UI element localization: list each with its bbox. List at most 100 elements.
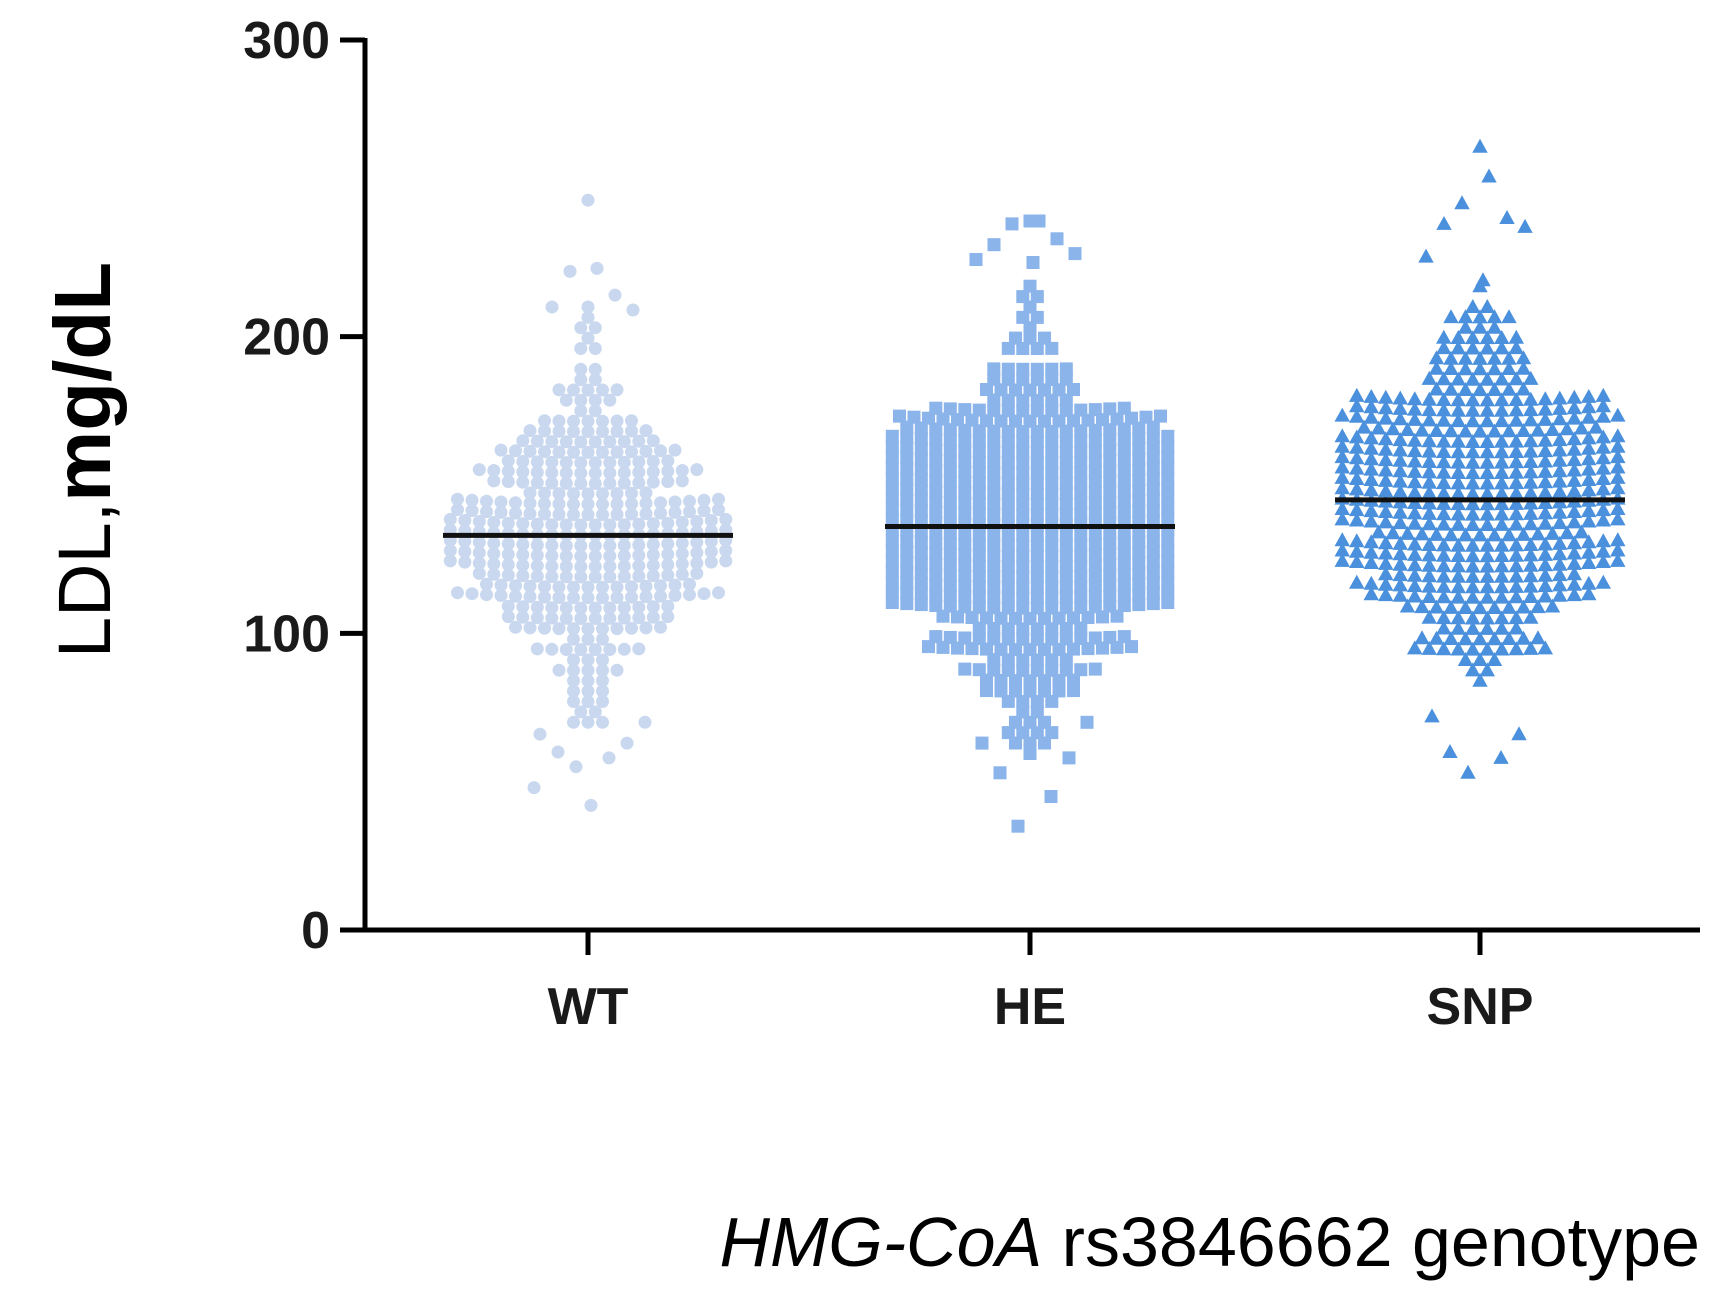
data-point [958,486,972,500]
data-point [958,631,972,645]
data-point [958,403,972,417]
data-point [509,444,522,458]
data-point [1132,494,1146,508]
data-point [969,253,983,266]
data-point [610,622,624,636]
data-point [1479,537,1495,552]
data-point [1363,409,1379,424]
data-point [567,591,580,605]
data-point [451,492,464,506]
data-point [1552,442,1568,457]
data-point [1009,383,1022,397]
data-point [1030,290,1044,304]
data-point [1559,421,1575,436]
data-point [1436,216,1452,230]
data-point [1450,371,1466,386]
data-point [1581,389,1597,403]
data-point [1479,340,1495,355]
data-point [1074,663,1088,677]
data-point [1363,440,1379,455]
data-point [1537,557,1553,572]
data-point [1465,506,1481,521]
data-point [494,589,508,602]
data-point [1161,429,1175,443]
data-point [602,751,616,765]
data-point [559,466,573,480]
data-point [1475,272,1491,287]
data-point [639,486,653,500]
data-point [1610,480,1626,495]
data-point [516,455,530,468]
data-point [596,715,609,729]
data-point [1537,391,1553,406]
data-point [683,577,696,591]
data-point [1595,398,1611,413]
data-point [1573,420,1590,435]
data-point [1009,736,1022,750]
data-point [1349,533,1365,548]
data-point [1581,586,1597,601]
data-point [1363,461,1379,476]
data-point [1595,533,1611,548]
data-point [958,444,972,458]
data-point [1052,684,1066,698]
data-point [1479,558,1495,573]
data-point [567,580,580,594]
data-point [1523,412,1539,427]
data-point [1544,422,1561,436]
data-point [1334,480,1350,495]
data-point [1407,453,1423,468]
data-point [559,570,573,584]
data-point [1595,481,1611,496]
data-point [588,518,602,532]
data-point [1009,643,1022,657]
data-point [1030,445,1044,459]
data-point [581,300,595,314]
data-point [1465,475,1481,490]
data-point [1016,528,1030,542]
data-point [1016,508,1030,522]
data-point [1067,673,1080,687]
data-point [1349,387,1365,402]
data-point [1494,558,1510,573]
data-point [588,705,602,719]
data-point [596,684,609,698]
data-point [581,497,595,511]
data-point [563,264,577,278]
data-point [958,496,972,510]
data-point [494,505,508,519]
data-point [1399,598,1416,613]
data-point [1566,483,1582,498]
data-point [1001,570,1015,584]
data-point [639,444,653,458]
data-point [1588,419,1604,434]
data-point [1038,643,1051,657]
data-point [559,393,573,407]
data-point [1552,556,1568,571]
data-point [1023,321,1037,335]
data-point [1450,496,1466,511]
data-point [1117,505,1131,519]
data-point [1117,464,1131,477]
data-point [1378,410,1394,425]
data-point [509,496,522,510]
data-point [1349,398,1365,413]
data-point [1146,503,1160,517]
data-point [509,589,522,603]
data-point [1501,631,1517,645]
data-point [1117,557,1131,571]
data-point [487,536,501,550]
data-point [1465,610,1481,625]
data-point [958,579,972,593]
data-point [1517,218,1533,233]
data-point [1016,487,1030,501]
data-point [1465,340,1481,355]
data-point [1552,463,1568,478]
data-point [994,383,1008,397]
data-point [1023,279,1037,293]
data-point [1009,674,1022,688]
data-point [1009,414,1022,428]
data-point [1023,715,1037,729]
data-point [472,546,486,560]
data-point [987,622,1001,635]
